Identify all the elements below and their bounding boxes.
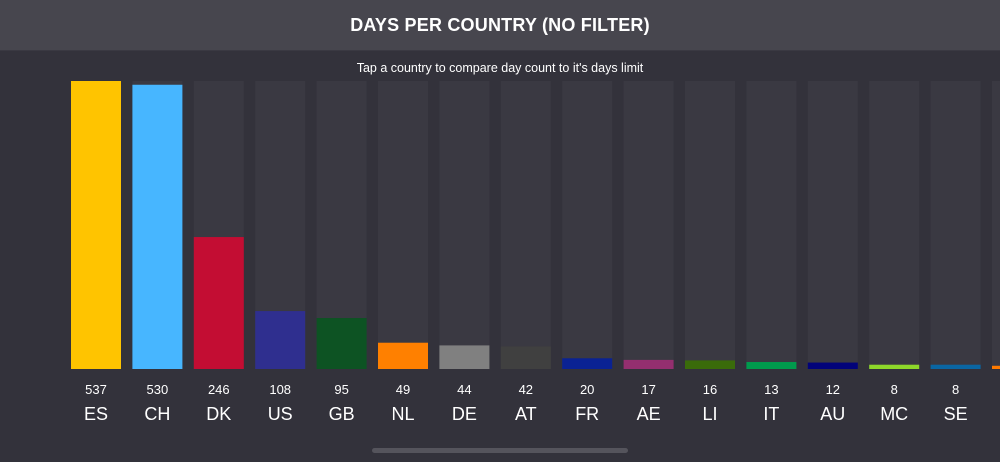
bar-track-mc[interactable] bbox=[869, 81, 920, 369]
category-label-es[interactable]: ES bbox=[84, 404, 108, 424]
category-label-it[interactable]: IT bbox=[763, 404, 779, 424]
value-label-fr: 20 bbox=[580, 382, 594, 397]
value-label-de: 44 bbox=[457, 382, 471, 397]
category-label-at[interactable]: AT bbox=[515, 404, 537, 424]
category-label-gb[interactable]: GB bbox=[329, 404, 355, 424]
value-label-nl: 49 bbox=[396, 382, 410, 397]
bar-us[interactable] bbox=[255, 311, 306, 369]
bar-track-at[interactable] bbox=[500, 81, 551, 369]
bar-track-it[interactable] bbox=[746, 81, 797, 369]
chart-subtitle: Tap a country to compare day count to it… bbox=[356, 61, 644, 75]
category-label-se[interactable]: SE bbox=[944, 404, 968, 424]
bar-se[interactable] bbox=[930, 364, 981, 369]
value-label-ae: 17 bbox=[641, 382, 655, 397]
bar-dk[interactable] bbox=[193, 237, 244, 369]
value-label-li: 16 bbox=[703, 382, 717, 397]
bar-item-15[interactable] bbox=[992, 365, 1000, 369]
category-label-dk[interactable]: DK bbox=[206, 404, 231, 424]
category-label-us[interactable]: US bbox=[268, 404, 293, 424]
value-label-es: 537 bbox=[85, 382, 107, 397]
home-indicator bbox=[372, 448, 628, 453]
bar-track-ae[interactable] bbox=[623, 81, 674, 369]
bar-nl[interactable] bbox=[378, 342, 428, 369]
bar-it[interactable] bbox=[746, 362, 797, 369]
value-label-us: 108 bbox=[269, 382, 291, 397]
bar-fr[interactable] bbox=[562, 358, 613, 369]
category-label-fr[interactable]: FR bbox=[575, 404, 599, 424]
category-label-ch[interactable]: CH bbox=[144, 404, 170, 424]
value-label-dk: 246 bbox=[208, 382, 230, 397]
bar-es[interactable] bbox=[71, 81, 121, 369]
category-label-li[interactable]: LI bbox=[702, 404, 717, 424]
value-label-se: 8 bbox=[952, 382, 959, 397]
value-label-gb: 95 bbox=[334, 382, 348, 397]
category-label-au[interactable]: AU bbox=[820, 404, 845, 424]
bar-mc[interactable] bbox=[869, 364, 920, 369]
value-label-au: 12 bbox=[826, 382, 840, 397]
bar-track-au[interactable] bbox=[807, 81, 858, 369]
bar-au[interactable] bbox=[807, 362, 858, 369]
bar-de[interactable] bbox=[439, 345, 490, 369]
bar-track-nl[interactable] bbox=[378, 81, 428, 369]
value-label-mc: 8 bbox=[891, 382, 898, 397]
bar-ae[interactable] bbox=[623, 359, 674, 369]
category-label-de[interactable]: DE bbox=[452, 404, 477, 424]
value-label-at: 42 bbox=[519, 382, 533, 397]
category-label-ae[interactable]: AE bbox=[637, 404, 661, 424]
bar-ch[interactable] bbox=[132, 84, 183, 370]
header-bar: DAYS PER COUNTRY (NO FILTER) bbox=[0, 0, 1000, 51]
category-label-mc[interactable]: MC bbox=[880, 404, 908, 424]
bar-track-li[interactable] bbox=[685, 81, 735, 369]
value-label-it: 13 bbox=[764, 382, 778, 397]
bar-track-fr[interactable] bbox=[562, 81, 613, 369]
value-label-ch: 530 bbox=[147, 382, 169, 397]
bar-at[interactable] bbox=[500, 346, 551, 369]
bar-track-de[interactable] bbox=[439, 81, 490, 369]
page-title: DAYS PER COUNTRY (NO FILTER) bbox=[350, 14, 650, 35]
bar-track-item-15[interactable] bbox=[992, 81, 1000, 369]
bar-gb[interactable] bbox=[316, 318, 367, 369]
bar-li[interactable] bbox=[685, 360, 735, 369]
bar-track-se[interactable] bbox=[930, 81, 981, 369]
category-label-nl[interactable]: NL bbox=[391, 404, 414, 424]
